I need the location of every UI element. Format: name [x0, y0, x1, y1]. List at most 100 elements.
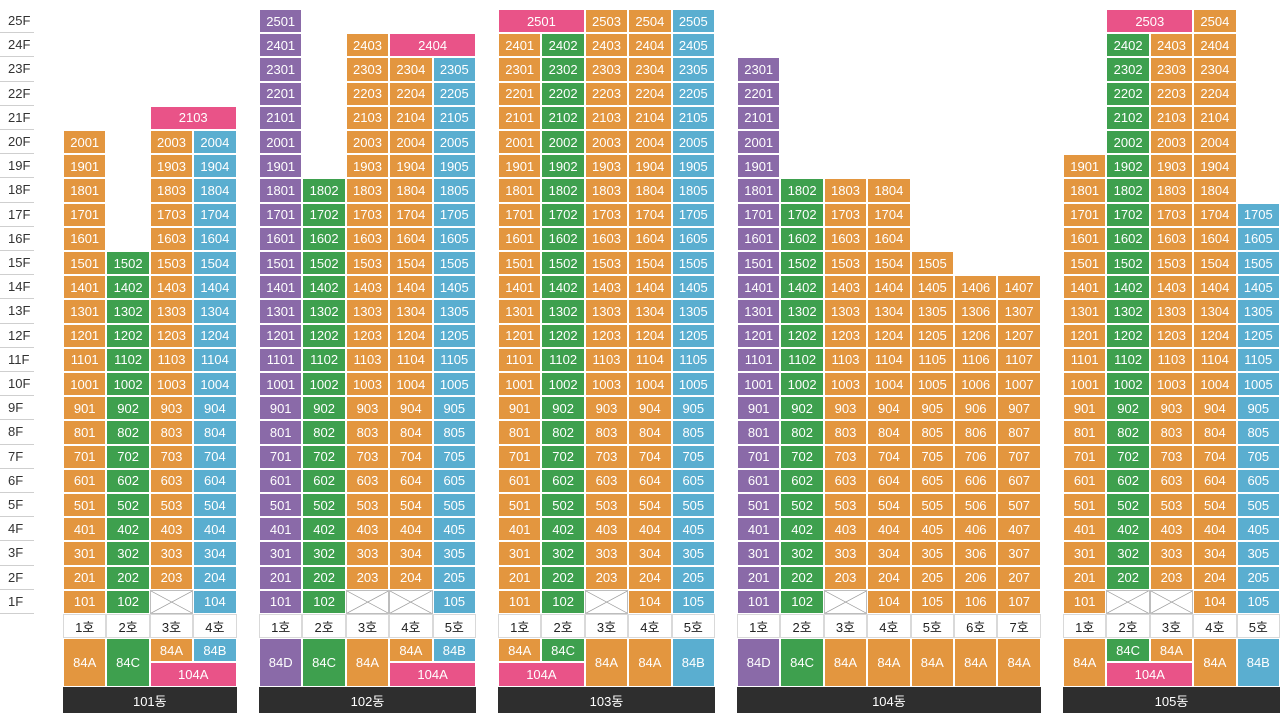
unit-cell: 2304 — [389, 57, 433, 82]
cross-icon — [824, 590, 867, 614]
unit-cell: 1803 — [823, 178, 868, 203]
floor-label: 14F — [0, 275, 34, 300]
floor-label: 25F — [0, 9, 34, 34]
unit-cell: 303 — [345, 541, 390, 566]
unit-cell: 1002 — [302, 372, 346, 397]
unit-cell: 303 — [823, 541, 868, 566]
unit-cell: 1502 — [1106, 251, 1150, 276]
unit-cell: 301 — [259, 541, 303, 566]
unit-cell: 904 — [389, 396, 433, 421]
unit-cell: 706 — [954, 444, 998, 469]
unit-type-label: 84A — [498, 638, 542, 663]
unit-cell: 1301 — [737, 299, 781, 324]
unit-type-label: 84A — [389, 638, 433, 663]
unit-cell: 1005 — [1236, 372, 1280, 397]
unit-cell: 402 — [106, 517, 150, 542]
unit-cell: 601 — [63, 468, 107, 493]
unit-cell: 504 — [389, 493, 433, 518]
unit-cell: 304 — [628, 541, 672, 566]
floor-label: 1F — [0, 590, 34, 614]
unit-cell-wide: 2404 — [389, 33, 476, 58]
unit-cell: 204 — [867, 565, 911, 590]
unit-line-label: 4호 — [389, 614, 433, 639]
unit-cell: 905 — [1236, 396, 1280, 421]
unit-cell: 1501 — [498, 251, 542, 276]
unit-cell: 902 — [780, 396, 824, 421]
unit-cell: 1703 — [149, 202, 194, 227]
unit-cell: 2505 — [671, 9, 715, 34]
unit-type-label: 84C — [302, 638, 346, 687]
unit-cell: 1402 — [302, 275, 346, 300]
unit-cell: 403 — [584, 517, 629, 542]
unit-cell: 1201 — [63, 323, 107, 348]
unit-cell: 203 — [584, 565, 629, 590]
unit-cell: 502 — [106, 493, 150, 518]
unit-cell: 605 — [1236, 468, 1280, 493]
unit-cell: 304 — [389, 541, 433, 566]
unit-cell: 805 — [432, 420, 476, 445]
unit-cell: 204 — [628, 565, 672, 590]
unit-cell: 807 — [997, 420, 1041, 445]
unit-cell: 2003 — [345, 130, 390, 155]
unit-cell: 702 — [106, 444, 150, 469]
unit-cell: 902 — [541, 396, 585, 421]
unit-line-label: 5호 — [910, 614, 954, 639]
unit-cell: 1403 — [1149, 275, 1194, 300]
unit-line-label: 2호 — [106, 614, 150, 639]
unit-cell: 1205 — [671, 323, 715, 348]
unit-line-label: 3호 — [345, 614, 390, 639]
unit-cell: 1802 — [302, 178, 346, 203]
unit-cell: 105 — [1236, 589, 1280, 614]
unit-cell: 1801 — [498, 178, 542, 203]
unit-cell: 1004 — [628, 372, 672, 397]
empty-unit-cell — [584, 589, 629, 614]
floor-label: 4F — [0, 517, 34, 542]
unit-cell: 1403 — [823, 275, 868, 300]
unit-cell: 902 — [1106, 396, 1150, 421]
unit-cell: 1601 — [737, 226, 781, 251]
unit-cell: 1804 — [867, 178, 911, 203]
unit-cell: 1702 — [780, 202, 824, 227]
unit-cell: 806 — [954, 420, 998, 445]
unit-cell: 1203 — [1149, 323, 1194, 348]
unit-type-label: 84A — [867, 638, 911, 687]
unit-cell: 1104 — [193, 347, 237, 372]
unit-cell: 2402 — [541, 33, 585, 58]
unit-cell: 601 — [259, 468, 303, 493]
unit-cell: 801 — [259, 420, 303, 445]
unit-cell: 2302 — [541, 57, 585, 82]
unit-cell: 102 — [541, 589, 585, 614]
unit-cell: 1705 — [1236, 202, 1280, 227]
unit-cell: 2203 — [345, 81, 390, 106]
unit-cell: 1005 — [671, 372, 715, 397]
unit-cell: 802 — [302, 420, 346, 445]
unit-cell: 804 — [193, 420, 237, 445]
unit-cell: 1901 — [259, 154, 303, 179]
unit-cell: 1401 — [63, 275, 107, 300]
unit-cell: 1501 — [737, 251, 781, 276]
unit-cell: 1305 — [671, 299, 715, 324]
unit-cell: 903 — [584, 396, 629, 421]
unit-cell: 1301 — [1063, 299, 1107, 324]
unit-cell: 804 — [867, 420, 911, 445]
unit-cell: 2401 — [498, 33, 542, 58]
unit-cell: 304 — [1193, 541, 1237, 566]
unit-cell: 1905 — [671, 154, 715, 179]
unit-cell: 1405 — [671, 275, 715, 300]
unit-cell: 1306 — [954, 299, 998, 324]
unit-cell: 1204 — [628, 323, 672, 348]
unit-cell: 104 — [1193, 589, 1237, 614]
floor-label: 21F — [0, 106, 34, 130]
unit-cell: 507 — [997, 493, 1041, 518]
unit-cell: 2102 — [541, 105, 585, 130]
unit-cell: 2304 — [1193, 57, 1237, 82]
unit-line-label: 5호 — [1236, 614, 1280, 639]
unit-cell: 2105 — [432, 105, 476, 130]
unit-cell: 2402 — [1106, 33, 1150, 58]
unit-cell: 502 — [541, 493, 585, 518]
unit-cell: 1502 — [106, 251, 150, 276]
unit-cell: 101 — [737, 589, 781, 614]
unit-cell: 604 — [1193, 468, 1237, 493]
unit-cell: 1601 — [1063, 226, 1107, 251]
unit-cell: 1503 — [823, 251, 868, 276]
